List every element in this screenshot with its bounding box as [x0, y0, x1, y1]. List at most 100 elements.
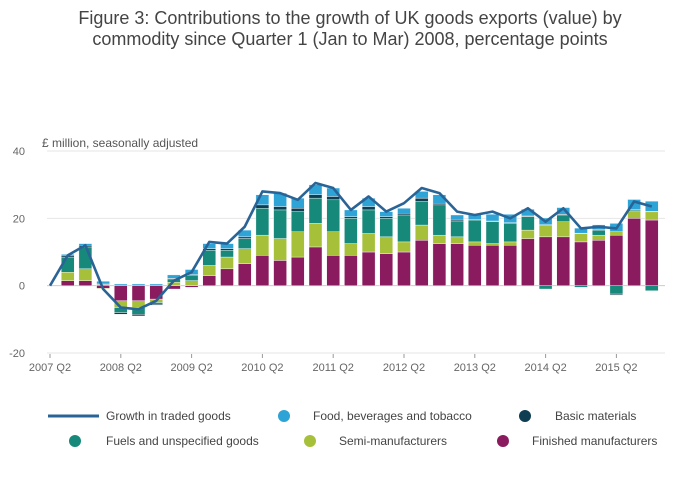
bar-fuels-26: [503, 223, 517, 243]
legend-marker-fuels: [69, 435, 81, 447]
legend-label-fuels: Fuels and unspecified goods: [106, 434, 259, 448]
bar-finished-9: [202, 275, 217, 286]
x-tick-label: 2007 Q2: [29, 362, 71, 374]
bar-semi-30: [574, 233, 588, 243]
x-tick-label: 2012 Q2: [383, 362, 425, 374]
x-axis: 2007 Q2 2008 Q2 2009 Q2 2010 Q2 2011 Q2 2012 …: [29, 354, 638, 374]
bar-finished-29: [556, 236, 570, 286]
bar-fuels-15: [308, 197, 323, 224]
bar-finished-12: [255, 255, 270, 286]
bar-finished-30: [574, 241, 588, 286]
bar-fuels-8: [184, 275, 199, 281]
bar-semi-19: [379, 236, 393, 254]
bar-basic-21: [415, 197, 429, 202]
bar-finished-16: [326, 255, 340, 286]
x-tick-label: 2010 Q2: [241, 362, 283, 374]
bar-semi-17: [344, 243, 358, 256]
bar-finished-11: [237, 263, 252, 286]
bar-basic-22: [432, 202, 447, 206]
bar-basic-20: [397, 213, 411, 216]
chart-title: Figure 3: Contributions to the growth of…: [0, 8, 700, 50]
x-tick-label: 2009 Q2: [170, 362, 212, 374]
legend-label-food: Food, beverages and tobacco: [313, 409, 472, 423]
legend-marker-food: [278, 410, 290, 422]
bar-basic-13: [273, 206, 287, 211]
bar-semi-31: [592, 234, 606, 241]
bar-finished-21: [415, 240, 429, 286]
bar-food-23: [450, 214, 464, 221]
legend-marker-basic: [519, 410, 531, 422]
y-tick-label: 40: [13, 146, 25, 158]
bar-basic-19: [379, 216, 393, 219]
y-tick-label: 0: [19, 281, 25, 293]
y-tick-label: -20: [9, 348, 25, 360]
bar-finished-31: [592, 240, 606, 286]
bar-semi-15: [308, 223, 323, 248]
bar-finished-10: [220, 268, 234, 286]
bar-finished-19: [379, 253, 393, 286]
bar-finished-14: [291, 256, 305, 286]
bar-semi-14: [291, 231, 305, 258]
bar-finished-13: [273, 260, 287, 286]
bar-basic-15: [308, 194, 323, 199]
y-axis-unit-label: £ million, seasonally adjusted: [42, 136, 198, 150]
bar-fuels-12: [255, 208, 270, 236]
x-tick-label: 2014 Q2: [524, 362, 566, 374]
bar-basic-23: [450, 219, 464, 222]
bar-basic-32: [609, 293, 624, 296]
y-tick-label: 20: [13, 213, 25, 225]
bar-food-3: [96, 281, 110, 285]
bar-finished-17: [344, 255, 358, 286]
bar-semi-29: [556, 221, 570, 238]
bar-fuels-16: [326, 199, 340, 233]
legend-label-basic: Basic materials: [555, 409, 636, 423]
x-tick-label: 2011 Q2: [313, 362, 354, 374]
bar-finished-32: [609, 234, 624, 286]
bar-semi-2: [78, 268, 93, 281]
bar-semi-33: [627, 211, 641, 219]
bar-finished-25: [485, 245, 500, 286]
chart-title-line-2: commodity since Quarter 1 (Jan to Mar) 2…: [92, 29, 608, 49]
bar-finished-24: [468, 245, 482, 286]
bar-fuels-27: [521, 216, 535, 231]
bar-food-12: [255, 194, 270, 206]
bar-basic-12: [255, 204, 270, 209]
bar-food-5: [131, 283, 146, 286]
bar-fuels-9: [202, 250, 217, 266]
bar-finished-34: [645, 219, 659, 286]
bar-fuels-29: [556, 214, 570, 222]
bar-semi-21: [415, 224, 429, 241]
bar-semi-11: [237, 248, 252, 264]
legend-marker-finished: [497, 435, 509, 447]
bar-fuels-21: [415, 201, 429, 226]
bar-fuels-14: [291, 211, 305, 233]
bar-finished-23: [450, 243, 464, 286]
bar-fuels-13: [273, 209, 287, 239]
bar-semi-25: [485, 243, 500, 246]
bar-fuels-18: [361, 209, 376, 234]
bar-semi-26: [503, 241, 517, 246]
chart-title-line-1: Figure 3: Contributions to the growth of…: [78, 8, 622, 28]
bar-fuels-23: [450, 221, 464, 238]
bars: [61, 184, 659, 317]
bar-finished-15: [308, 246, 323, 286]
bar-fuels-24: [468, 219, 482, 243]
bar-finished-8: [184, 285, 199, 288]
bar-semi-9: [202, 265, 217, 276]
bar-semi-1: [61, 272, 75, 281]
bar-fuels-31: [592, 229, 606, 236]
bar-finished-28: [538, 236, 553, 286]
bar-semi-28: [538, 224, 553, 238]
bar-semi-20: [397, 241, 411, 253]
bar-semi-13: [273, 238, 287, 261]
bar-semi-12: [255, 234, 270, 256]
x-tick-label: 2013 Q2: [454, 362, 496, 374]
growth-line: [48, 181, 653, 311]
bar-fuels-22: [432, 204, 447, 236]
bar-semi-18: [361, 233, 376, 253]
bar-finished-1: [61, 280, 75, 286]
bar-finished-4: [114, 285, 128, 302]
legend-label-finished: Finished manufacturers: [532, 434, 657, 448]
bar-food-6: [149, 283, 163, 286]
